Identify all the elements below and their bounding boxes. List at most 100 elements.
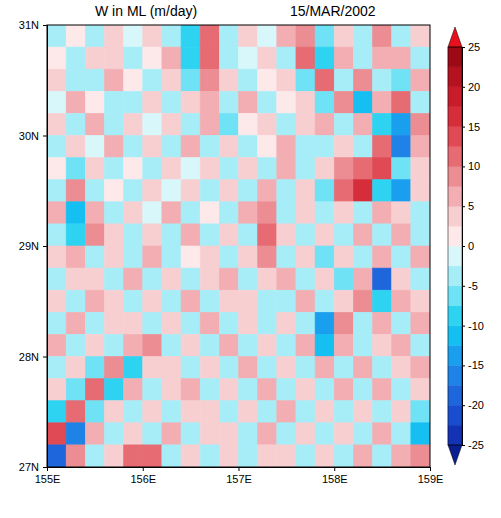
cell [104,401,123,423]
colorbar-box [448,147,462,167]
cell [219,312,238,334]
tick: -15 [462,359,484,371]
cell [277,334,296,356]
cell [162,268,181,290]
cell [315,246,334,268]
cell [411,312,430,334]
cell [85,47,104,69]
cell [392,445,411,467]
cell [181,202,200,224]
cell [47,334,66,356]
cell [104,158,123,180]
cell [66,47,85,69]
cell [143,91,162,113]
tick: -20 [462,399,484,411]
cell [200,47,219,69]
cell [200,69,219,91]
axis-line [48,468,431,472]
cell [296,202,315,224]
cell [392,224,411,246]
cell [47,423,66,445]
cell [334,401,353,423]
cell [392,69,411,91]
cell [181,158,200,180]
cell [143,69,162,91]
tick: 10 [462,160,480,172]
cell [353,180,372,202]
cell [162,47,181,69]
cell [104,69,123,91]
cell [373,423,392,445]
cell [334,180,353,202]
cell [277,25,296,47]
colorbar-box [448,306,462,326]
cell [47,202,66,224]
cell [373,224,392,246]
cell [143,136,162,158]
cell [277,202,296,224]
colorbar-extend-low [448,445,462,465]
cell [162,180,181,202]
cell [66,113,85,135]
cell [411,25,430,47]
cell [373,47,392,69]
cell [47,290,66,312]
cell [334,423,353,445]
tick: -10 [462,320,484,332]
tick: 157E [226,467,252,485]
cell [85,224,104,246]
cell [66,423,85,445]
colorbar-box [448,226,462,246]
cell [296,246,315,268]
tick-label: 158E [322,473,348,485]
cell [219,423,238,445]
cell [411,224,430,246]
cell [200,445,219,467]
cell [239,180,258,202]
cell [219,401,238,423]
tick-mark [462,365,465,366]
cell [47,246,66,268]
cell [392,268,411,290]
cell [200,290,219,312]
cell [66,312,85,334]
cell [392,91,411,113]
cell [219,113,238,135]
cell [296,113,315,135]
cell [47,47,66,69]
cell [258,224,277,246]
cell [143,202,162,224]
cell [124,246,143,268]
cell [258,158,277,180]
cell [392,202,411,224]
cell [143,290,162,312]
cell [66,246,85,268]
cell [392,357,411,379]
cell [66,136,85,158]
cell [200,91,219,113]
cell [258,113,277,135]
tick-label: 25 [468,41,480,53]
cell [85,246,104,268]
cell [181,25,200,47]
cell [296,69,315,91]
cell [124,69,143,91]
colorbar-box [448,326,462,346]
cell [239,69,258,91]
cell [258,445,277,467]
tick: 15 [462,121,480,133]
tick-label: 20 [468,81,480,93]
tick-label: 28N [19,351,39,363]
cell [353,25,372,47]
axis-line [43,26,48,468]
cell [162,25,181,47]
cell [85,91,104,113]
cell [373,445,392,467]
cell [104,224,123,246]
cell [47,91,66,113]
cell [334,25,353,47]
cell [181,357,200,379]
cell [124,290,143,312]
cell [181,423,200,445]
cell [315,423,334,445]
